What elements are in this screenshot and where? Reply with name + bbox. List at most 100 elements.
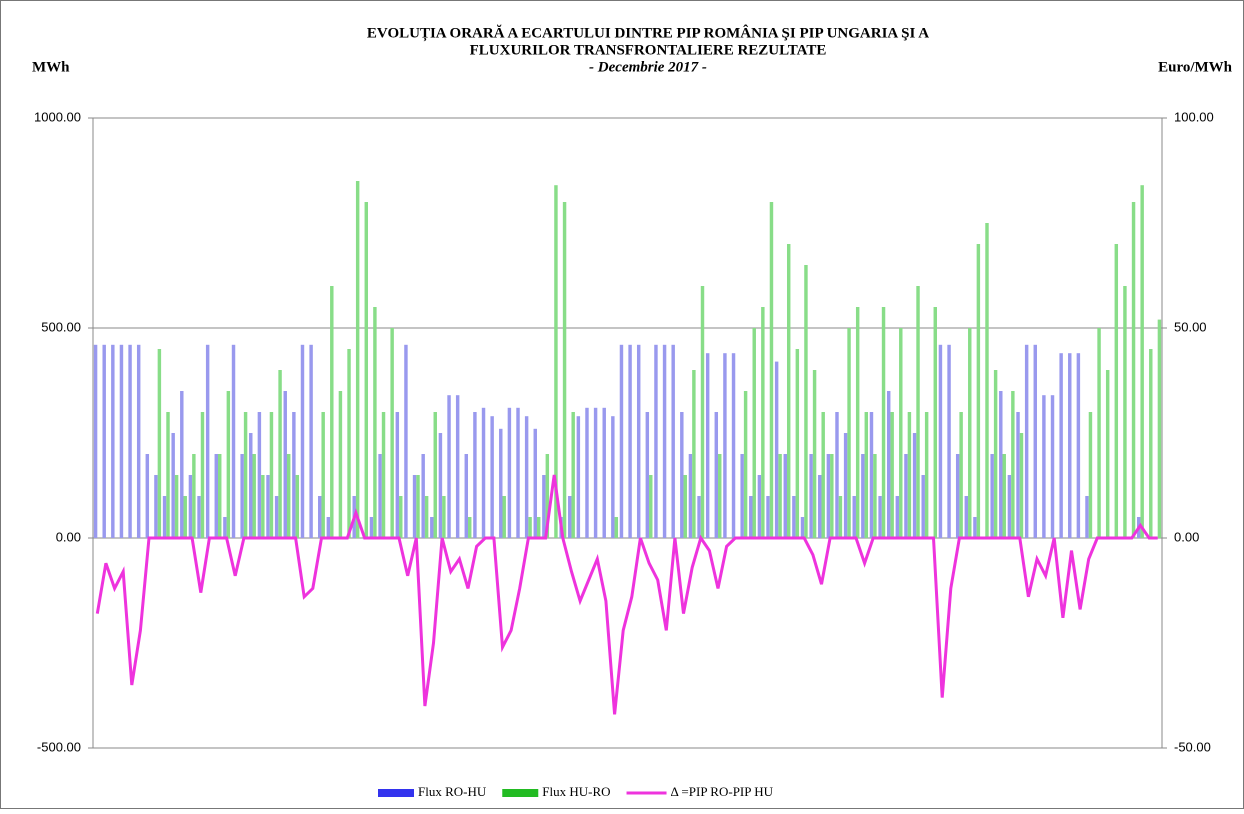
bar [830, 454, 834, 538]
bar [740, 454, 744, 538]
y2-tick-label: 50.00 [1174, 319, 1207, 334]
bar [821, 412, 825, 538]
bar [628, 344, 632, 538]
bar [654, 344, 658, 538]
bar [338, 391, 343, 538]
bar [200, 412, 205, 538]
bar [938, 344, 943, 538]
y2-tick-label: 100.00 [1174, 109, 1214, 124]
y-axis-label: MWh [32, 59, 70, 75]
bar [321, 412, 325, 538]
bar [864, 412, 869, 538]
legend-label: Flux HU-RO [542, 784, 610, 799]
bar [490, 416, 494, 538]
bar [705, 353, 710, 538]
bar [421, 454, 425, 538]
bar [912, 433, 917, 538]
bar [1076, 353, 1081, 538]
bar [723, 353, 727, 538]
bar [881, 307, 886, 538]
bar [240, 454, 244, 538]
bar [714, 412, 719, 538]
bar [899, 328, 903, 538]
bar [1024, 344, 1029, 538]
bar [205, 344, 210, 538]
bar [838, 496, 843, 538]
bar [226, 391, 231, 538]
bar [243, 412, 248, 538]
bar [128, 344, 132, 538]
bar [174, 475, 179, 538]
bar [136, 344, 141, 538]
bar [166, 412, 170, 538]
bar [878, 496, 882, 538]
bar [924, 412, 929, 538]
bar [283, 391, 287, 538]
bar [611, 416, 615, 538]
bar [778, 454, 782, 538]
bar [145, 454, 150, 538]
bar [843, 433, 848, 538]
bar [1157, 319, 1162, 538]
bar [571, 412, 575, 538]
bar [364, 202, 369, 538]
bar [809, 454, 813, 538]
bar [826, 454, 831, 538]
bar [847, 328, 851, 538]
bar [180, 391, 184, 538]
bar [766, 496, 770, 538]
bar [516, 407, 520, 538]
bar [804, 265, 808, 538]
bar [662, 344, 667, 538]
bar [330, 286, 334, 538]
bar [562, 202, 567, 538]
bar [1002, 454, 1006, 538]
bar [818, 475, 822, 538]
bar [369, 517, 374, 538]
bar [869, 412, 874, 538]
bar [536, 517, 541, 538]
bar [1068, 353, 1072, 538]
bar [585, 407, 589, 538]
bar [1123, 286, 1127, 538]
bar [907, 412, 912, 538]
bar [593, 407, 598, 538]
bar [1011, 391, 1015, 538]
bar [680, 412, 684, 538]
line [95, 474, 1158, 715]
bar [438, 433, 443, 538]
bar [895, 496, 900, 538]
bar [355, 181, 360, 538]
bar [404, 344, 408, 538]
bar [545, 454, 550, 538]
bar [1019, 433, 1024, 538]
bar [188, 475, 193, 538]
bar [499, 428, 503, 538]
bar [249, 433, 253, 538]
bar [300, 344, 305, 538]
bar [1016, 412, 1020, 538]
chart-title: EVOLUȚIA ORARĂ A ECARTULUI DINTRE PIP RO… [367, 24, 929, 41]
bar [295, 475, 300, 538]
bar [157, 349, 162, 538]
bar [973, 517, 977, 538]
y2-tick-label: -50.00 [1174, 739, 1211, 754]
bar [671, 344, 675, 538]
bar [533, 428, 537, 538]
bar [381, 412, 386, 538]
bar [619, 344, 624, 538]
bar [162, 496, 167, 538]
bar [783, 454, 787, 538]
bar [921, 475, 925, 538]
legend-swatch [502, 789, 539, 797]
bar [252, 454, 256, 538]
bar [395, 412, 400, 538]
bar [318, 496, 322, 538]
y-tick-label: 0.00 [56, 529, 81, 544]
bar [183, 496, 187, 538]
bar [286, 454, 291, 538]
bar [985, 223, 989, 538]
bar [154, 475, 158, 538]
legend-label: Δ =PIP RO-PIP HU [671, 784, 774, 799]
